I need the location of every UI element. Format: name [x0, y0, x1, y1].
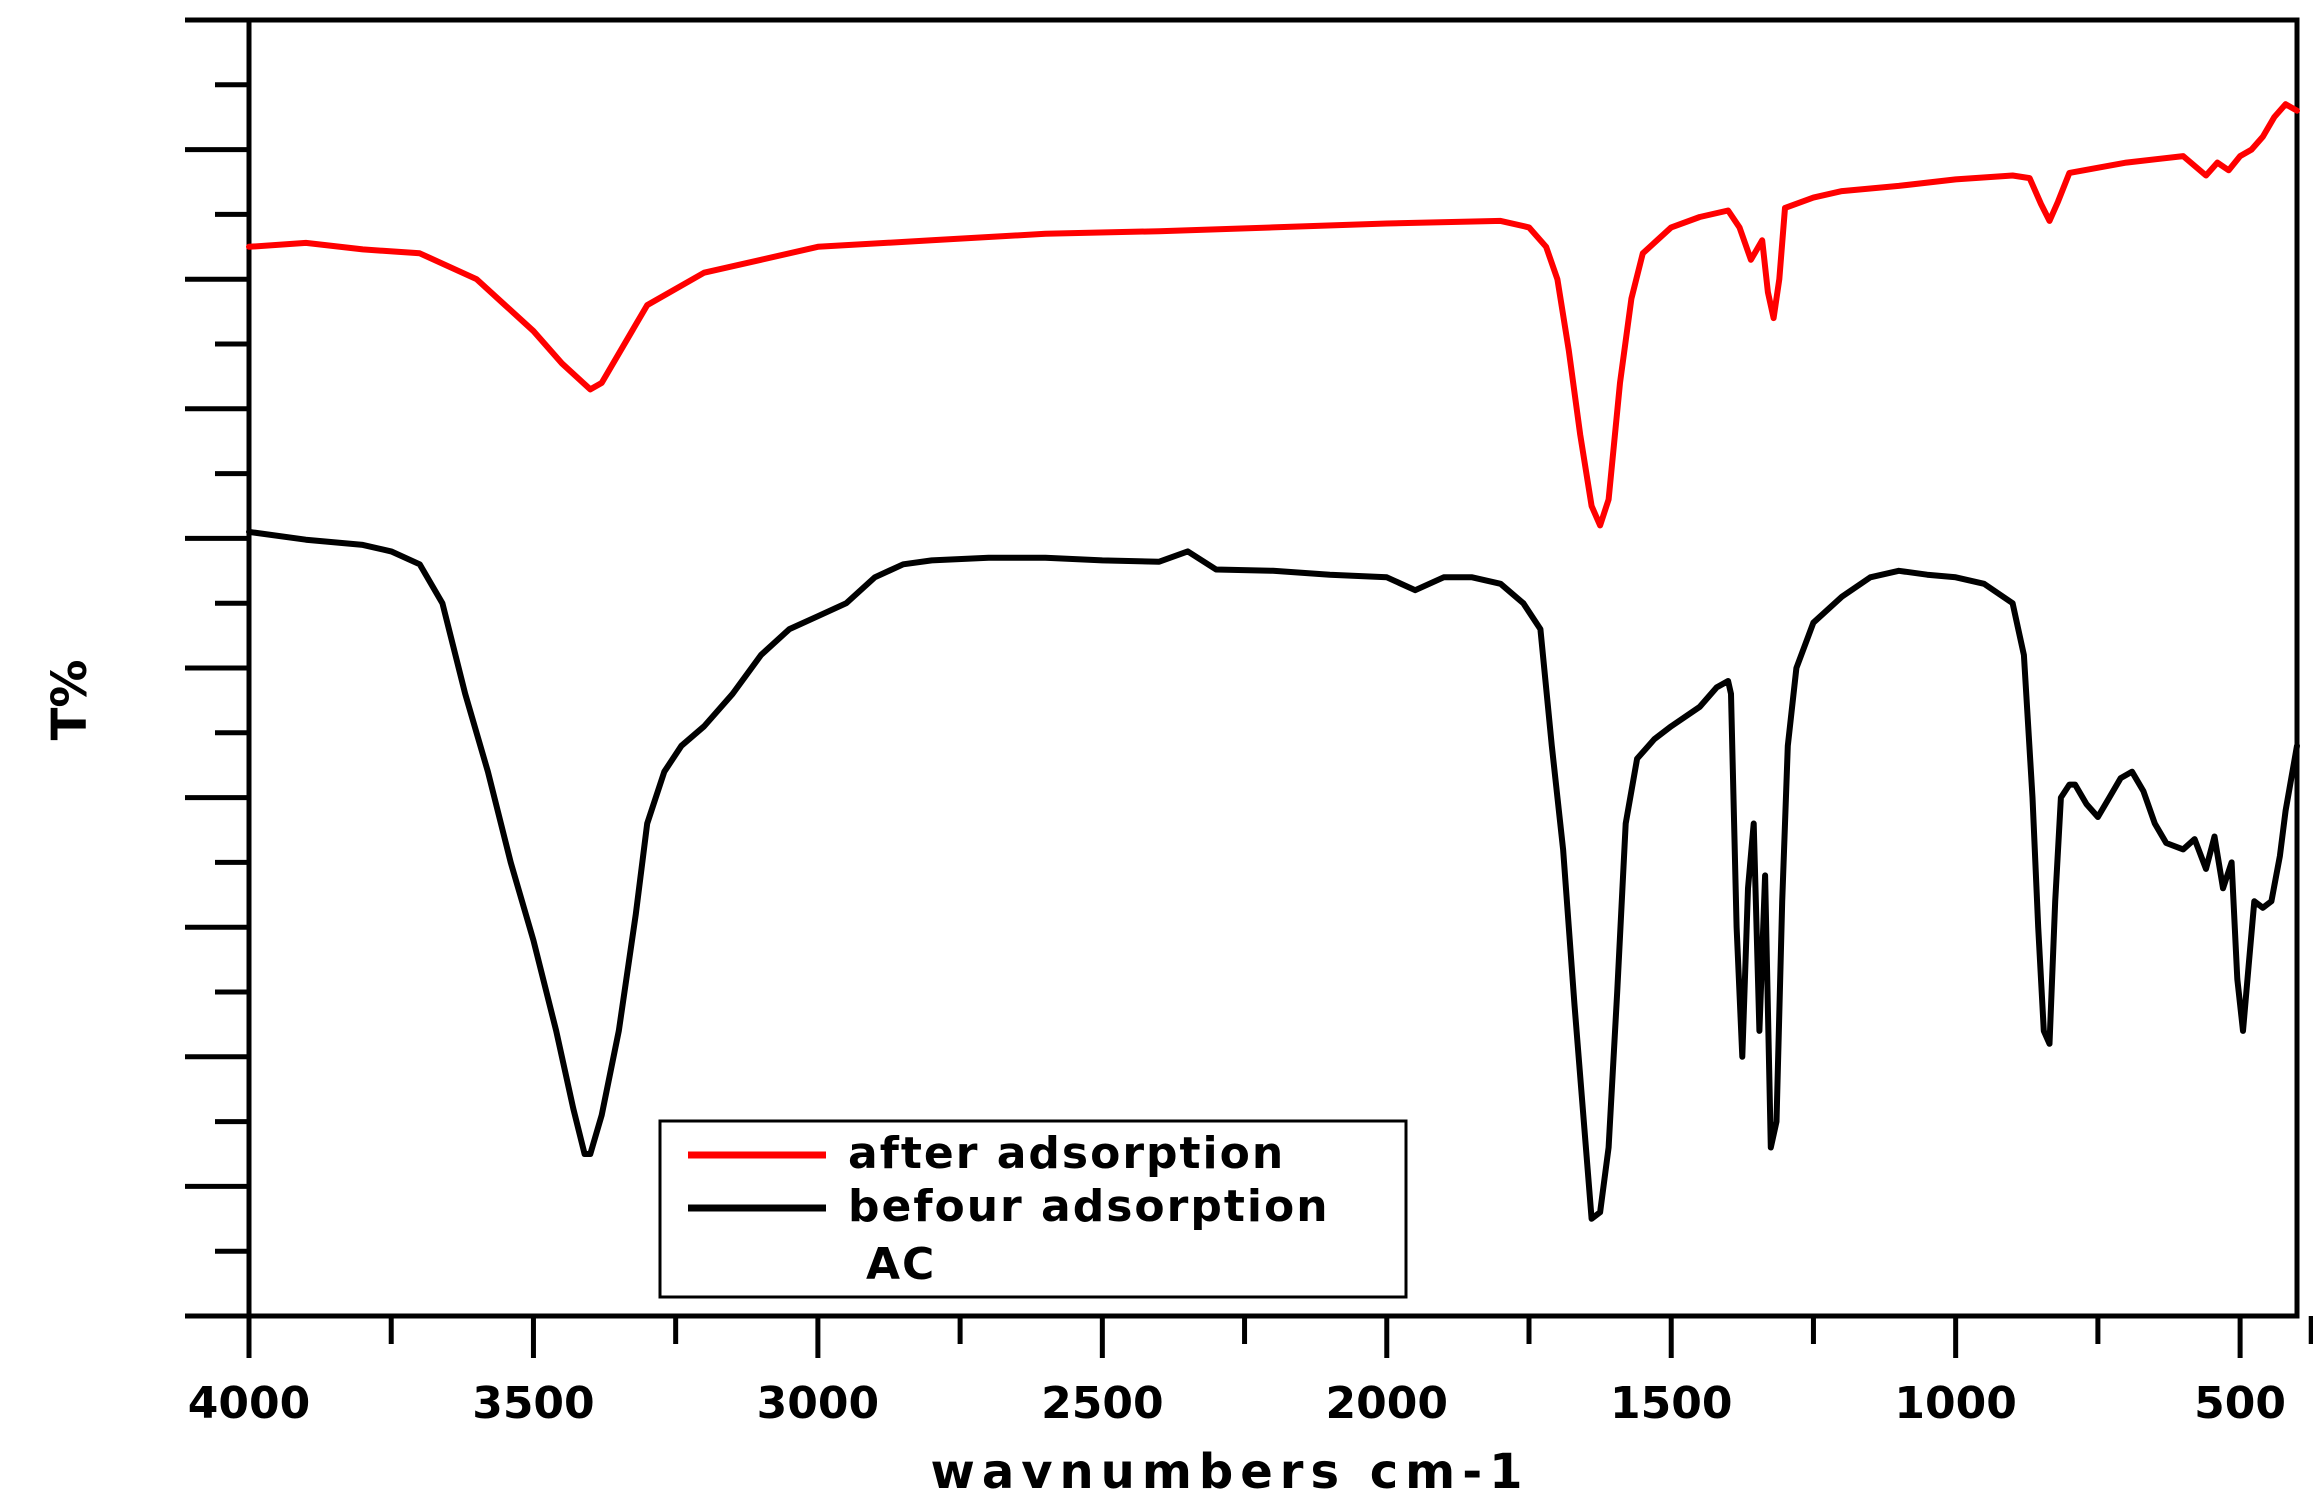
series-line-befour-adsorption — [246, 528, 2300, 1222]
x-tick-label: 2000 — [1326, 1378, 1448, 1429]
x-tick-label: 2500 — [1041, 1378, 1163, 1429]
legend-note: AC — [866, 1239, 936, 1290]
series-layer — [246, 101, 2300, 1222]
x-axis-ticks — [246, 1316, 2313, 1358]
x-tick-label: 500 — [2194, 1378, 2286, 1429]
x-tick-label: 3500 — [472, 1378, 594, 1429]
legend-label-befour-adsorption: befour adsorption — [848, 1181, 1330, 1232]
x-tick-label: 4000 — [188, 1378, 310, 1429]
x-axis-tick-labels: 4000 3500 3000 2500 2000 1500 1000 500 — [188, 1378, 2286, 1429]
x-tick-label: 1000 — [1894, 1378, 2016, 1429]
legend-label-after-adsorption: after adsorption — [848, 1128, 1285, 1179]
x-tick-label: 1500 — [1610, 1378, 1732, 1429]
series-line-after-adsorption — [246, 101, 2300, 529]
legend: after adsorption befour adsorption AC — [658, 1119, 1408, 1299]
y-axis-ticks — [185, 17, 249, 1319]
y-axis-title: T% — [42, 660, 98, 741]
x-axis-title: wavnumbers cm-1 — [930, 1444, 1529, 1500]
x-tick-label: 3000 — [757, 1378, 879, 1429]
